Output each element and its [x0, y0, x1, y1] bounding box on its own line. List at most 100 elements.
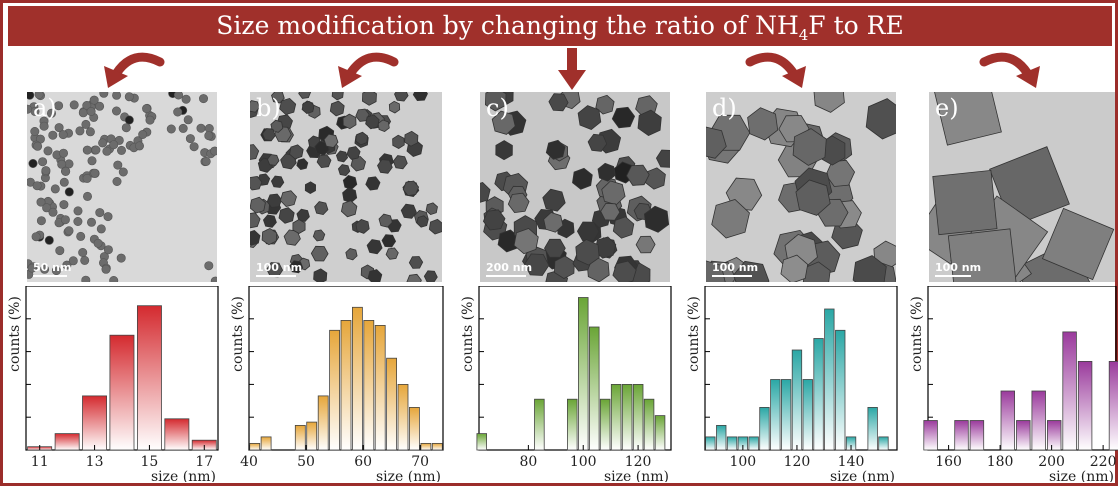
tem-particle: [402, 180, 420, 197]
tem-particle: [27, 104, 32, 114]
tem-particle: [87, 156, 97, 166]
tem-particle: [408, 256, 424, 269]
tem-particle: [91, 145, 101, 155]
tem-image-a: a) 50 nm: [27, 92, 217, 282]
x-tick-label: 13: [86, 454, 104, 470]
tem-particle: [250, 196, 266, 214]
tem-particle: [250, 144, 260, 160]
tem-particle: [524, 253, 550, 276]
scale-bar-label: 50 nm: [33, 261, 72, 274]
tem-particle: [204, 131, 214, 141]
tem-particle: [183, 115, 193, 125]
histogram-bar: [632, 384, 644, 451]
tem-particle: [747, 107, 779, 141]
banner-title-after: F to RE: [808, 11, 904, 40]
tem-particle: [270, 175, 285, 188]
tem-particle: [32, 181, 42, 191]
tem-particle: [577, 105, 602, 130]
scale-bar: [33, 275, 67, 277]
tem-particle: [267, 154, 280, 166]
tem-particle: [495, 140, 513, 161]
tem-particle: [361, 92, 377, 106]
x-tick-label: 40: [240, 454, 258, 470]
histogram-bar: [578, 297, 589, 451]
tem-particle: [947, 228, 1017, 282]
tem-particle: [204, 261, 214, 271]
tem-particle: [61, 166, 71, 176]
tem-image-e: e) 100 nm: [929, 92, 1115, 282]
tem-particle: [292, 219, 306, 234]
tem-particle: [69, 100, 79, 110]
tem-particle: [173, 107, 183, 117]
histogram-bar: [386, 357, 398, 451]
tem-particle: [99, 92, 109, 98]
histogram-bar: [1108, 361, 1118, 451]
tem-particle: [109, 276, 119, 282]
histogram-bar: [969, 420, 985, 451]
histogram-bar: [588, 326, 600, 451]
x-tick-label: 50: [297, 454, 315, 470]
tem-particle: [138, 129, 148, 139]
tem-particle: [103, 245, 113, 255]
tem-particle: [711, 199, 750, 239]
tem-particle: [112, 106, 122, 116]
tem-image-b: b) 100 nm: [250, 92, 442, 282]
tem-particle: [27, 263, 37, 273]
tem-particle: [40, 264, 50, 274]
tem-particle: [199, 94, 209, 104]
tem-particle: [113, 160, 123, 170]
scale-bar: [935, 275, 971, 277]
tem-particle: [425, 202, 438, 216]
tem-particle: [366, 239, 383, 255]
x-tick-label: 70: [411, 454, 429, 470]
tem-particle: [594, 236, 617, 259]
tem-particle: [250, 230, 261, 246]
histogram-bar: [352, 306, 363, 451]
histogram-bar: [1077, 361, 1093, 451]
tem-particle: [335, 150, 349, 163]
tem-particle: [64, 226, 74, 236]
tem-particle: [316, 154, 332, 169]
histogram-bar: [791, 349, 803, 451]
histogram-bar: [54, 433, 80, 451]
tem-particle: [852, 255, 887, 282]
tem-particle: [416, 215, 429, 228]
histogram-bar: [599, 398, 611, 451]
histogram-bar: [954, 420, 969, 451]
tem-particle: [95, 208, 105, 218]
histogram-bar: [1062, 331, 1077, 451]
histogram-bar: [748, 436, 759, 451]
histogram-bar: [770, 379, 781, 451]
tem-particle: [124, 115, 134, 125]
tem-particle: [480, 182, 491, 203]
tem-particle: [145, 115, 155, 125]
tem-particle: [611, 106, 636, 129]
tem-particle: [289, 144, 304, 160]
tem-particle: [865, 98, 896, 140]
histogram-bar: [867, 407, 878, 451]
tem-particle: [314, 201, 329, 216]
histogram-bar: [610, 384, 622, 451]
tem-particle: [575, 239, 600, 266]
tem-particle: [543, 212, 564, 233]
tem-particle: [34, 92, 44, 99]
histogram-bar: [567, 398, 578, 451]
histogram-bar: [1031, 390, 1046, 451]
histogram-bar: [260, 436, 272, 451]
curved-arrow-left-icon: [104, 52, 165, 88]
tem-particle: [30, 126, 40, 136]
y-axis-label: counts (%): [7, 296, 23, 372]
tem-particle: [635, 235, 656, 254]
tem-particle: [59, 200, 69, 210]
tem-particle: [73, 217, 83, 227]
tem-image-c: c) 200 nm: [480, 92, 670, 282]
tem-particle: [310, 245, 329, 262]
tem-particle: [542, 188, 566, 212]
tem-particle: [142, 104, 152, 114]
tem-particle: [39, 121, 49, 131]
tem-particle: [90, 168, 100, 178]
tem-particle: [932, 169, 998, 236]
